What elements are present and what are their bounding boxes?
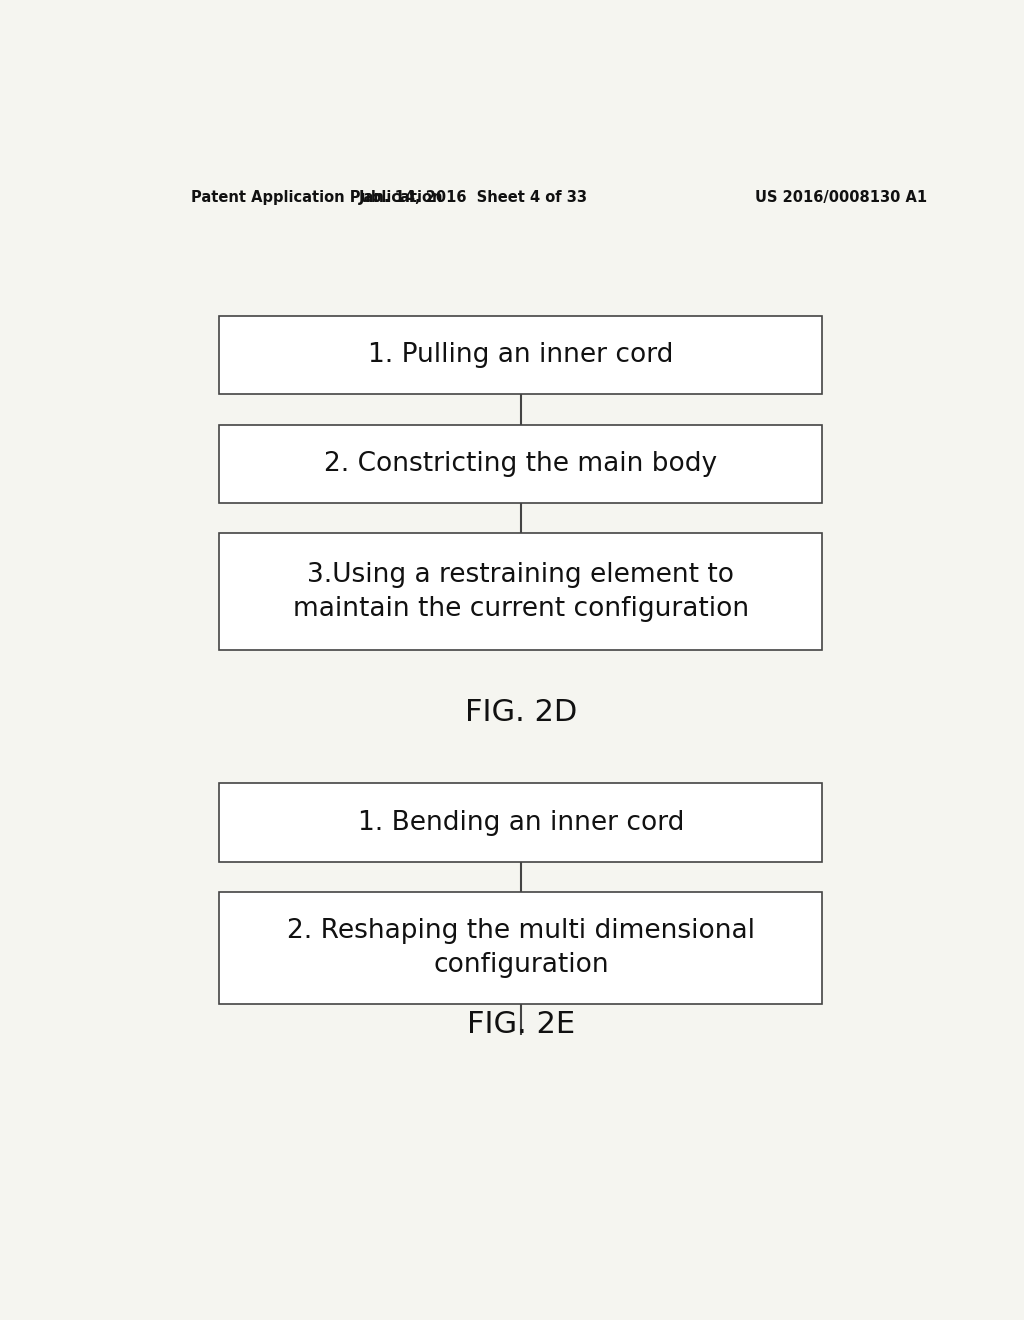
Text: 1. Pulling an inner cord: 1. Pulling an inner cord	[369, 342, 674, 368]
Text: 2. Constricting the main body: 2. Constricting the main body	[325, 451, 718, 477]
Text: FIG. 2E: FIG. 2E	[467, 1010, 574, 1039]
Text: 3.Using a restraining element to
maintain the current configuration: 3.Using a restraining element to maintai…	[293, 562, 749, 622]
Text: 1. Bending an inner cord: 1. Bending an inner cord	[357, 809, 684, 836]
Bar	[219, 784, 822, 862]
Text: Jan. 14, 2016  Sheet 4 of 33: Jan. 14, 2016 Sheet 4 of 33	[358, 190, 588, 205]
Bar	[219, 315, 822, 395]
Bar	[219, 892, 822, 1005]
Bar	[219, 425, 822, 503]
Bar	[219, 533, 822, 651]
Text: 2. Reshaping the multi dimensional
configuration: 2. Reshaping the multi dimensional confi…	[287, 919, 755, 978]
Text: Patent Application Publication: Patent Application Publication	[191, 190, 443, 205]
Text: US 2016/0008130 A1: US 2016/0008130 A1	[755, 190, 927, 205]
Text: FIG. 2D: FIG. 2D	[465, 698, 577, 727]
